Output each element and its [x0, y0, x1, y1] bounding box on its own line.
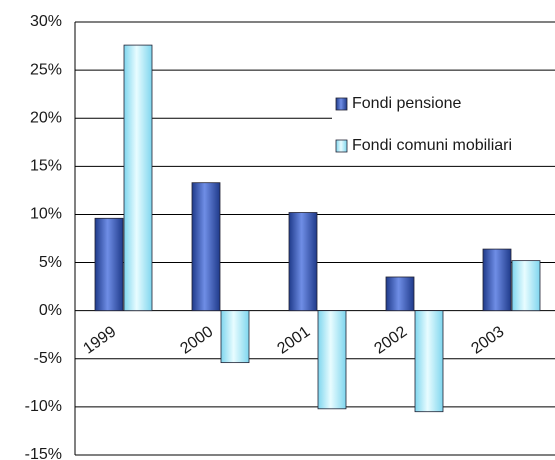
y-tick-label: 15%	[30, 158, 62, 175]
legend-swatch	[335, 139, 348, 153]
legend-label: Fondi pensione	[352, 95, 462, 112]
bar	[220, 310, 250, 364]
y-tick-label: -5%	[34, 350, 62, 367]
x-tick-label: 2002	[371, 323, 410, 357]
legend-swatch	[335, 97, 348, 111]
bar	[482, 248, 512, 312]
bar	[123, 44, 153, 312]
y-tick-label: -10%	[25, 398, 62, 415]
legend-background	[332, 86, 555, 164]
y-tick-label: 0%	[39, 302, 62, 319]
x-tick-label: 2001	[274, 323, 313, 357]
bar	[288, 212, 318, 312]
legend-label: Fondi comuni mobiliari	[352, 137, 512, 154]
y-tick-label: 25%	[30, 61, 62, 78]
bar	[414, 310, 444, 413]
bar	[94, 217, 124, 312]
bar	[511, 260, 541, 312]
y-tick-label: 20%	[30, 109, 62, 126]
x-tick-label: 1999	[80, 323, 119, 357]
bar	[317, 310, 347, 410]
y-tick-label: 10%	[30, 206, 62, 223]
legend: Fondi pensione Fondi comuni mobiliari	[332, 86, 555, 164]
x-tick-label: 2003	[468, 323, 507, 357]
y-tick-label: 5%	[39, 254, 62, 271]
x-tick-label: 2000	[177, 323, 216, 357]
y-tick-label: 30%	[30, 13, 62, 30]
bar	[191, 182, 221, 312]
bar	[385, 276, 415, 312]
y-tick-label: -15%	[25, 446, 62, 460]
